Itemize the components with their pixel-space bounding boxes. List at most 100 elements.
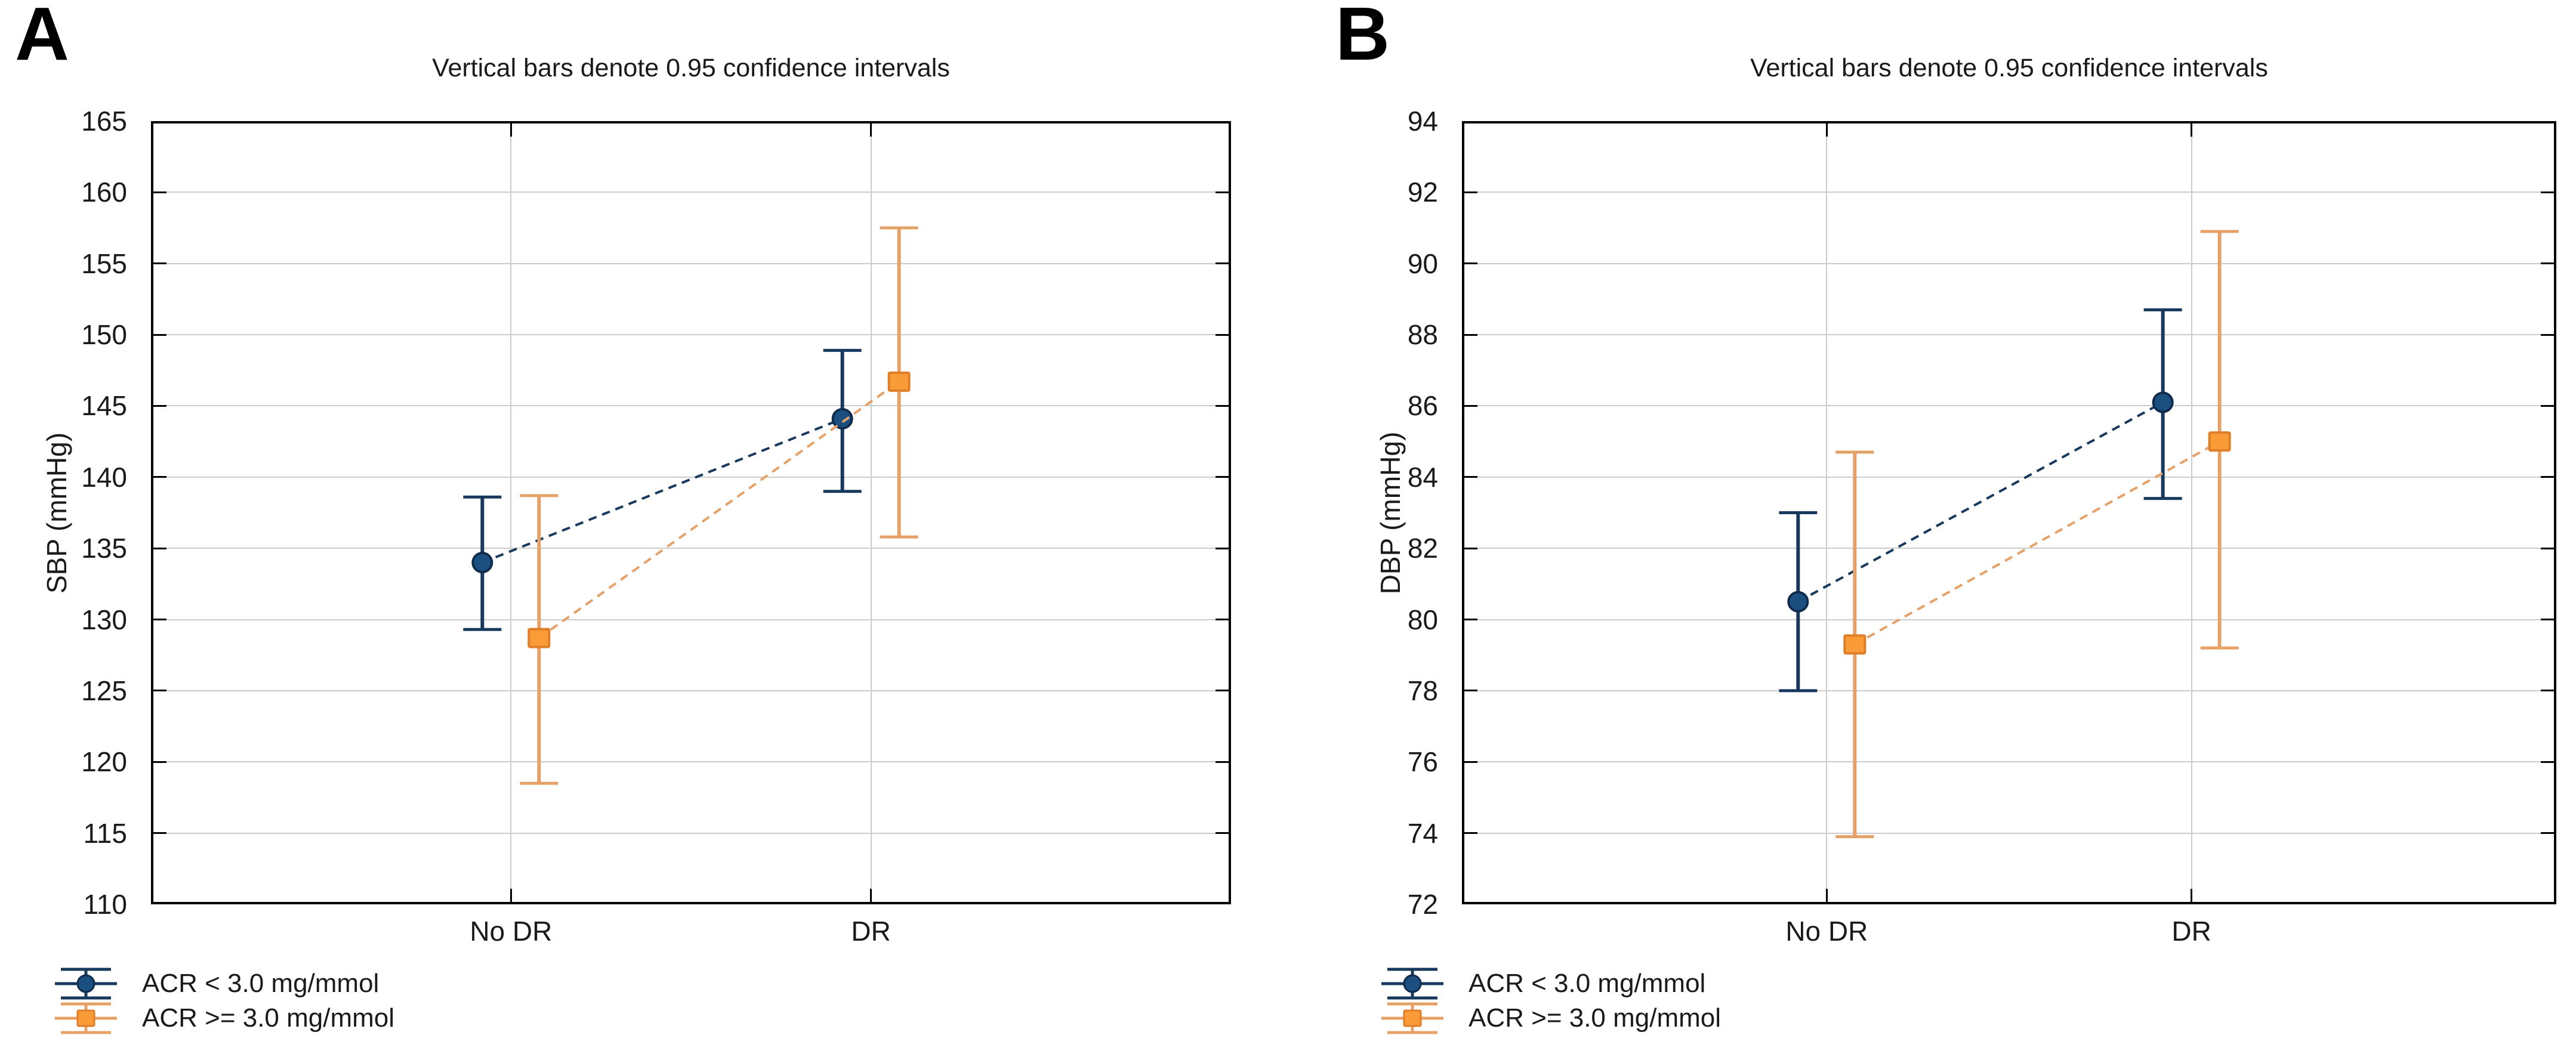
- panel-b-legend: ACR < 3.0 mg/mmol ACR >= 3.0 mg/mmol: [1381, 966, 1721, 1036]
- y-tick-left: [153, 404, 166, 407]
- y-tick-label: 150: [81, 319, 127, 351]
- panel-b-plot-area: [1462, 121, 2556, 904]
- h-gridline: [153, 619, 1229, 620]
- y-tick-label: 115: [83, 817, 127, 849]
- y-tick-label: 74: [1407, 817, 1438, 849]
- h-gridline: [153, 191, 1229, 193]
- y-tick-right: [1215, 832, 1229, 835]
- y-tick-label: 160: [81, 177, 127, 208]
- h-gridline: [1464, 832, 2554, 834]
- y-tick-left: [153, 619, 166, 621]
- errorbar-circle-marker-icon: [1381, 967, 1453, 1000]
- x-tick-label: No DR: [1785, 916, 1868, 947]
- y-tick-label: 135: [81, 533, 127, 564]
- y-tick-left: [1464, 191, 1477, 193]
- h-gridline: [153, 334, 1229, 336]
- x-tick-top: [2191, 123, 2193, 137]
- y-tick-right: [2541, 333, 2554, 336]
- h-gridline: [1464, 334, 2554, 336]
- y-tick-right: [1215, 476, 1229, 478]
- h-gridline: [1464, 619, 2554, 620]
- x-tick-label: No DR: [470, 916, 553, 947]
- h-gridline: [153, 476, 1229, 478]
- panel-a-plot-area: [151, 121, 1231, 904]
- errorbar-square-marker-icon: [1381, 1002, 1453, 1035]
- y-tick-label: 90: [1407, 248, 1438, 279]
- x-tick-top: [870, 123, 872, 137]
- y-tick-label: 76: [1407, 746, 1438, 778]
- y-tick-right: [1215, 690, 1229, 692]
- x-tick-bottom: [1825, 889, 1828, 902]
- y-tick-label: 84: [1407, 461, 1438, 493]
- legend-label-acr-low: ACR < 3.0 mg/mmol: [142, 969, 380, 998]
- y-tick-right: [2541, 832, 2554, 835]
- y-tick-label: 80: [1407, 604, 1438, 635]
- y-tick-right: [2541, 547, 2554, 549]
- y-tick-label: 130: [81, 604, 127, 635]
- y-tick-label: 165: [81, 106, 127, 137]
- h-gridline: [1464, 548, 2554, 549]
- y-tick-label: 94: [1407, 106, 1438, 137]
- y-tick-right: [1215, 404, 1229, 407]
- y-tick-right: [2541, 619, 2554, 621]
- y-tick-left: [153, 333, 166, 336]
- legend-errorbar-icon: [1381, 1002, 1443, 1034]
- legend-row-acr-low: ACR < 3.0 mg/mmol: [55, 966, 394, 1001]
- h-gridline: [1464, 405, 2554, 407]
- v-gridline: [510, 123, 512, 902]
- y-tick-right: [2541, 690, 2554, 692]
- y-tick-label: 78: [1407, 675, 1438, 706]
- h-gridline: [1464, 761, 2554, 763]
- panel-b-letter: B: [1335, 0, 1390, 76]
- x-tick-top: [510, 123, 512, 137]
- panel-b-title: Vertical bars denote 0.95 confidence int…: [1750, 54, 2268, 82]
- h-gridline: [1464, 191, 2554, 193]
- legend-errorbar-icon: [55, 968, 117, 1000]
- legend-marker: [1403, 1009, 1422, 1027]
- h-gridline: [153, 262, 1229, 264]
- h-gridline: [153, 548, 1229, 549]
- legend-marker: [76, 1009, 95, 1027]
- legend-errorbar-icon: [1381, 968, 1443, 1000]
- y-tick-right: [1215, 191, 1229, 193]
- y-tick-left: [1464, 404, 1477, 407]
- y-tick-left: [1464, 619, 1477, 621]
- y-tick-left: [1464, 761, 1477, 763]
- y-tick-label: 110: [83, 889, 127, 920]
- y-tick-left: [1464, 476, 1477, 478]
- h-gridline: [153, 405, 1229, 407]
- y-tick-right: [2541, 761, 2554, 763]
- y-tick-label: 88: [1407, 319, 1438, 351]
- x-tick-bottom: [870, 889, 872, 902]
- y-tick-right: [1215, 547, 1229, 549]
- x-tick-top: [1825, 123, 1828, 137]
- y-tick-label: 145: [81, 390, 127, 422]
- legend-label-acr-high: ACR >= 3.0 mg/mmol: [1469, 1003, 1722, 1033]
- y-tick-left: [1464, 547, 1477, 549]
- legend-label-acr-high: ACR >= 3.0 mg/mmol: [142, 1003, 395, 1033]
- legend-errorbar-icon: [55, 1002, 117, 1034]
- y-tick-left: [153, 262, 166, 265]
- legend-row-acr-low: ACR < 3.0 mg/mmol: [1381, 966, 1721, 1001]
- y-tick-right: [1215, 619, 1229, 621]
- y-tick-right: [1215, 333, 1229, 336]
- x-tick-bottom: [510, 889, 512, 902]
- y-tick-label: 86: [1407, 390, 1438, 422]
- y-tick-left: [153, 547, 166, 549]
- x-tick-bottom: [2191, 889, 2193, 902]
- legend-marker: [1403, 974, 1422, 993]
- y-tick-label: 92: [1407, 177, 1438, 208]
- y-tick-left: [153, 476, 166, 478]
- legend-label-acr-low: ACR < 3.0 mg/mmol: [1469, 969, 1706, 998]
- v-gridline: [1826, 123, 1828, 902]
- y-tick-right: [2541, 404, 2554, 407]
- panel-a-title: Vertical bars denote 0.95 confidence int…: [432, 54, 950, 82]
- panel-a-letter: A: [15, 0, 69, 76]
- legend-row-acr-high: ACR >= 3.0 mg/mmol: [55, 1001, 394, 1036]
- panel-a-legend: ACR < 3.0 mg/mmol ACR >= 3.0 mg/mmol: [55, 966, 394, 1036]
- v-gridline: [870, 123, 872, 902]
- h-gridline: [1464, 690, 2554, 691]
- y-tick-right: [1215, 761, 1229, 763]
- y-tick-left: [153, 832, 166, 835]
- x-tick-label: DR: [2171, 916, 2211, 947]
